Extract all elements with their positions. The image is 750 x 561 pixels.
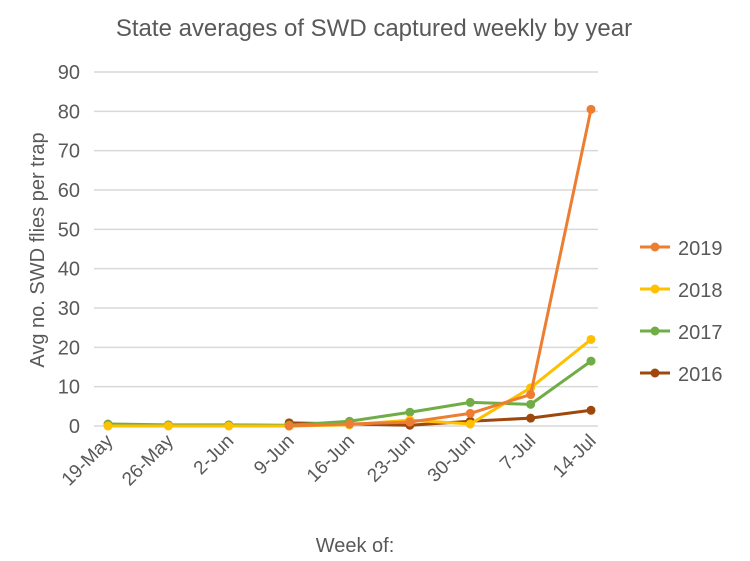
data-point-2019 [345,419,354,429]
data-point-2019 [284,421,294,431]
data-point-2016 [526,413,536,423]
y-tick-label: 40 [58,259,80,281]
legend-marker-2017 [650,326,660,336]
legend-label-2017: 2017 [678,322,723,344]
series-line-2018 [108,338,592,428]
x-tick-label: 26-May [118,430,178,490]
y-tick-label: 70 [58,141,80,163]
x-tick-label: 9-Jun [250,431,298,479]
x-tick-label: 7-Jul [496,431,540,475]
data-point-2018 [465,419,475,429]
legend-label-2019: 2019 [678,238,723,260]
data-point-2016 [586,405,596,415]
y-tick-label: 0 [69,416,80,438]
y-tick-label: 80 [58,101,80,123]
y-tick-label: 20 [58,337,80,359]
data-point-2017 [465,397,475,407]
data-point-2019 [405,417,415,427]
legend-marker-2019 [650,242,660,252]
x-tick-label: 30-Jun [424,431,480,487]
y-tick-label: 50 [58,219,80,241]
x-axis-label: Week of: [316,535,395,557]
series-line-2017 [107,359,592,427]
x-tick-label: 23-Jun [363,431,419,487]
data-point-2019 [465,408,475,418]
data-point-2018 [586,334,596,344]
series-line-2019 [289,109,593,428]
data-point-2017 [586,356,596,366]
y-tick-label: 90 [58,62,80,84]
x-tick-label: 14-Jul [549,431,600,482]
data-point-2019 [586,104,596,114]
x-tick-label: 16-Jun [303,431,359,487]
data-point-2017 [405,407,415,417]
x-tick-label: 2-Jun [190,431,238,479]
legend-label-2018: 2018 [678,280,723,302]
data-point-2018 [103,421,113,431]
legend-marker-2018 [650,284,660,294]
data-point-2019 [526,390,536,400]
legend-marker-2016 [650,368,660,378]
y-tick-label: 60 [58,180,80,202]
y-tick-label: 10 [58,377,80,399]
data-point-2018 [163,421,173,431]
data-point-2017 [526,399,536,409]
legend-label-2016: 2016 [678,364,723,386]
data-point-2018 [224,421,234,431]
y-axis-label: Avg no. SWD flies per trap [27,132,49,367]
y-tick-label: 30 [58,298,80,320]
chart-title: State averages of SWD captured weekly by… [116,15,632,42]
x-tick-label: 19-May [58,430,118,490]
